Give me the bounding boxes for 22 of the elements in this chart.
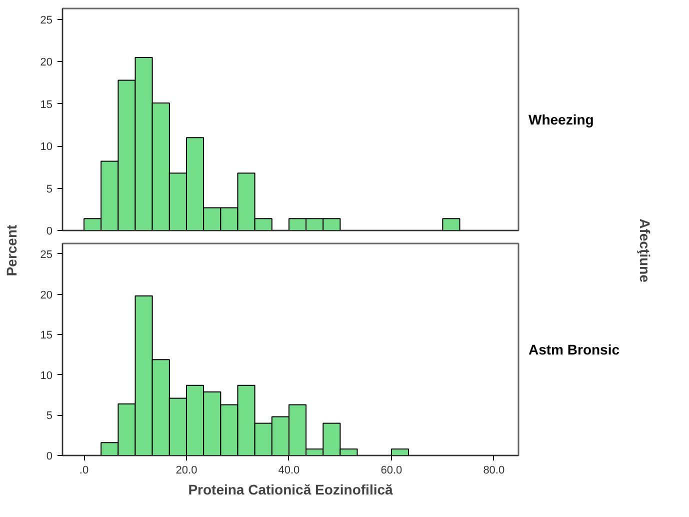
text: Wheezing: [528, 112, 594, 128]
y-tick-label: 5: [46, 410, 53, 422]
x-tick-label: 80.0: [483, 464, 505, 476]
text: Astm Bronsic: [528, 342, 620, 358]
y-axis-title: Percent: [4, 224, 20, 276]
y-tick-label: 15: [40, 98, 53, 111]
x-tick-label: 20.0: [176, 464, 198, 476]
y-tick-label: 20: [40, 56, 53, 69]
y-tick-label: 25: [40, 14, 53, 26]
x-axis-title: Proteina Cationică Eozinofilică: [188, 482, 394, 498]
y-tick-label: 0: [46, 450, 53, 462]
y-tick-label: 20: [40, 289, 53, 302]
x-tick-label: 60.0: [380, 464, 402, 476]
y-tick-label: 0: [46, 226, 53, 238]
x-tick-label: 40.0: [278, 464, 300, 476]
y-tick-label: 25: [40, 248, 53, 261]
y-tick-label: 10: [40, 370, 53, 382]
y2-axis-title: Afecţiune: [637, 218, 653, 283]
y-tick-label: 15: [40, 330, 53, 342]
x-tick-label: .0: [79, 464, 89, 476]
y-tick-label: 10: [40, 141, 53, 154]
y-tick-label: 5: [46, 183, 53, 196]
